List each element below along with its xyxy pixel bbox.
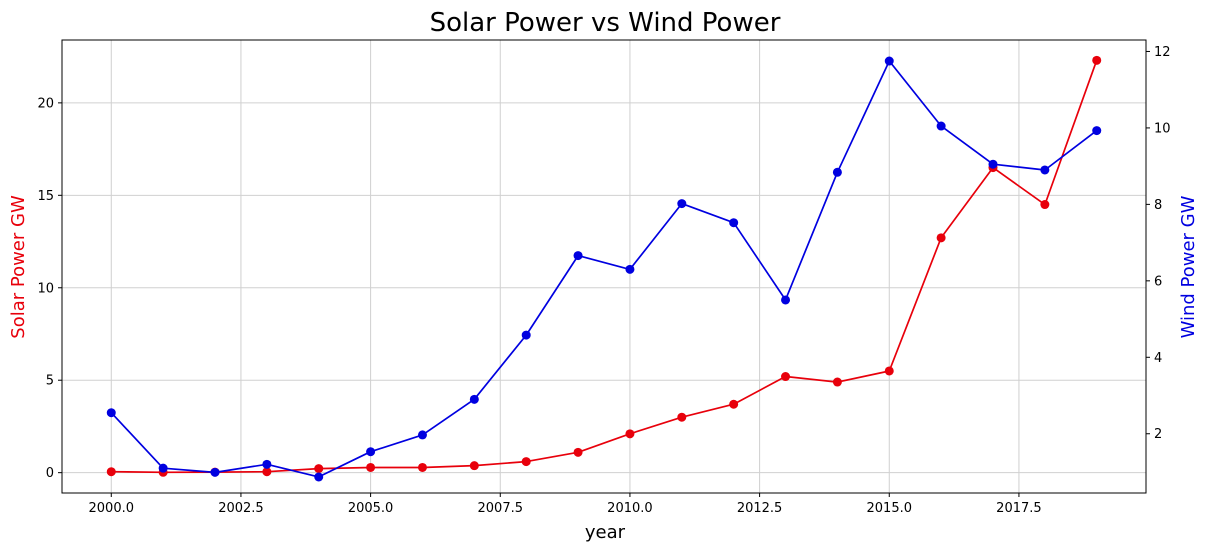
data-point-wind-power-gw: [417, 430, 427, 440]
y-axis-left-title: Solar Power GW: [8, 195, 29, 339]
x-tick-label: 2010.0: [607, 501, 653, 516]
data-point-wind-power-gw: [1040, 165, 1050, 175]
y-right-tick-label: 10: [1154, 121, 1171, 136]
y-left-tick-label: 0: [46, 466, 54, 481]
data-point-wind-power-gw: [521, 330, 531, 340]
x-tick-label: 2015.0: [867, 501, 913, 516]
data-point-solar-power-gw: [417, 462, 427, 472]
data-point-solar-power-gw: [729, 399, 739, 409]
data-point-solar-power-gw: [832, 377, 842, 387]
data-point-solar-power-gw: [936, 233, 946, 243]
data-point-wind-power-gw: [262, 459, 272, 469]
data-point-solar-power-gw: [314, 464, 324, 474]
series-solar-power-gw: [106, 55, 1102, 477]
y-right-tick-label: 8: [1154, 198, 1162, 213]
data-point-solar-power-gw: [366, 462, 376, 472]
y-left-tick-label: 20: [37, 96, 54, 111]
y-right-tick-label: 12: [1154, 45, 1171, 60]
y-axis-right-title: Wind Power GW: [1178, 195, 1199, 338]
y-right-tick-label: 6: [1154, 274, 1162, 289]
data-point-wind-power-gw: [314, 472, 324, 482]
data-point-wind-power-gw: [210, 467, 220, 477]
x-axis-title: year: [585, 522, 626, 543]
grid: [62, 40, 1146, 493]
x-tick-label: 2012.5: [737, 501, 783, 516]
data-point-wind-power-gw: [573, 251, 583, 261]
y-left-tick-label: 10: [37, 281, 54, 296]
data-point-wind-power-gw: [988, 159, 998, 169]
data-point-solar-power-gw: [1040, 200, 1050, 210]
y-right-tick-label: 2: [1154, 427, 1162, 442]
chart-title: Solar Power vs Wind Power: [430, 8, 781, 38]
plot-frame: [61, 39, 1147, 494]
data-point-wind-power-gw: [781, 295, 791, 305]
x-tick-label: 2005.0: [348, 501, 394, 516]
data-point-wind-power-gw: [469, 394, 479, 404]
data-point-wind-power-gw: [106, 408, 116, 418]
data-point-solar-power-gw: [573, 447, 583, 457]
data-point-wind-power-gw: [936, 121, 946, 131]
data-point-wind-power-gw: [1092, 126, 1102, 136]
x-tick-label: 2002.5: [218, 501, 264, 516]
series-layer: [106, 55, 1102, 482]
data-point-wind-power-gw: [832, 167, 842, 177]
data-point-solar-power-gw: [781, 372, 791, 382]
series-line-solar-power-gw: [111, 60, 1098, 474]
series-line-wind-power-gw: [110, 60, 1098, 478]
data-point-solar-power-gw: [677, 412, 687, 422]
data-point-solar-power-gw: [884, 366, 894, 376]
y-left-tick-label: 5: [46, 374, 54, 389]
x-tick-label: 2007.5: [478, 501, 524, 516]
y-left-tick-label: 15: [37, 189, 54, 204]
y-right-tick-label: 4: [1154, 351, 1162, 366]
data-point-wind-power-gw: [366, 447, 376, 457]
data-point-solar-power-gw: [262, 467, 272, 477]
data-point-solar-power-gw: [521, 457, 531, 467]
axes: 2000.0 2002.5 2005.0 2007.5 2010.0 2012.5 2015…: [37, 45, 1170, 516]
data-point-wind-power-gw: [729, 218, 739, 228]
data-point-solar-power-gw: [469, 461, 479, 471]
x-tick-label: 2017.5: [996, 501, 1042, 516]
x-tick-label: 2000.0: [89, 501, 135, 516]
series-wind-power-gw: [106, 56, 1102, 482]
data-point-wind-power-gw: [884, 56, 894, 66]
data-point-solar-power-gw: [625, 429, 635, 439]
data-point-wind-power-gw: [158, 463, 168, 473]
data-point-wind-power-gw: [625, 264, 635, 274]
data-point-solar-power-gw: [106, 467, 116, 477]
data-point-wind-power-gw: [677, 199, 687, 209]
data-point-solar-power-gw: [1092, 55, 1102, 65]
